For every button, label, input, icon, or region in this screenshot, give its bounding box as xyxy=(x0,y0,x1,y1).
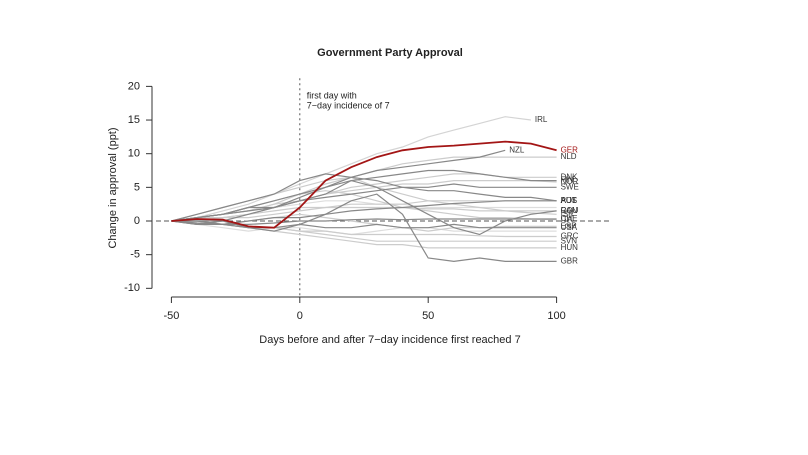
series-label: IRL xyxy=(535,115,548,124)
series-label: ROU xyxy=(561,206,579,215)
x-tick-label: 50 xyxy=(422,310,434,322)
y-tick-label: -10 xyxy=(124,282,140,294)
y-tick-label: -5 xyxy=(130,249,140,261)
series-label: ESP xyxy=(561,222,577,231)
series-label: USA xyxy=(561,223,578,232)
series-label: HUN xyxy=(561,243,579,252)
series-label: POL xyxy=(561,196,578,205)
x-axis-label: Days before and after 7−day incidence fi… xyxy=(259,334,520,346)
series-label: NLD xyxy=(561,152,577,161)
series-label: ISR xyxy=(561,209,575,218)
series-label: NZL xyxy=(509,145,525,154)
chart-title: Government Party Approval xyxy=(317,47,463,59)
series-label: SVN xyxy=(561,236,578,245)
series-label: NOR xyxy=(561,177,579,186)
x-tick-label: 100 xyxy=(547,310,565,322)
series-line xyxy=(171,220,557,229)
series-line xyxy=(171,193,557,263)
x-tick-label: 0 xyxy=(297,310,303,322)
series-line xyxy=(171,149,506,222)
series-label: ITA xyxy=(561,215,574,224)
series-label: GBR xyxy=(561,257,579,266)
series-line xyxy=(171,116,531,222)
series-label: FIN xyxy=(561,176,574,185)
series-label: GER xyxy=(561,145,579,154)
series-line xyxy=(171,206,557,222)
y-tick-label: 0 xyxy=(134,215,140,227)
series-line xyxy=(171,183,557,222)
series-line xyxy=(171,173,557,222)
y-axis-label: Change in approval (ppt) xyxy=(107,127,119,248)
series-label: AUS xyxy=(561,196,577,205)
series-label: CHE xyxy=(561,214,578,223)
series-line xyxy=(171,220,557,236)
series-label: DNK xyxy=(561,172,579,181)
series-label: GRC xyxy=(561,232,579,241)
series-label: AUT xyxy=(561,196,577,205)
y-tick-label: 20 xyxy=(128,80,140,92)
series-label: SWE xyxy=(561,182,579,191)
series-label: CAN xyxy=(561,206,578,215)
y-tick-label: 5 xyxy=(134,181,140,193)
y-tick-label: 15 xyxy=(128,114,140,126)
y-tick-label: 10 xyxy=(128,148,140,160)
x-tick-label: -50 xyxy=(163,310,179,322)
annotation: first day with xyxy=(307,90,357,100)
annotation: 7−day incidence of 7 xyxy=(307,100,390,110)
series-line xyxy=(171,140,557,229)
